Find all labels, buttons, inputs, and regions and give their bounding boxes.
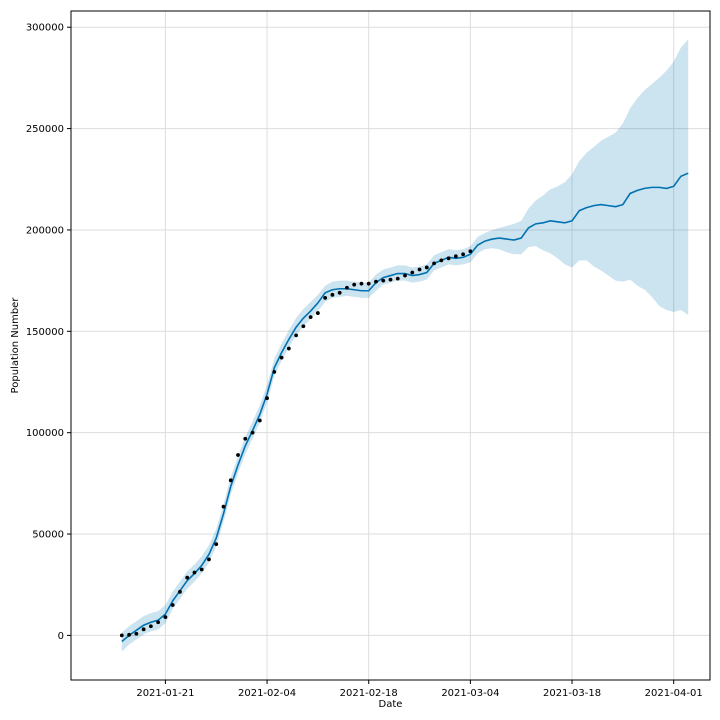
observed-point xyxy=(374,279,378,284)
plot-frame xyxy=(70,10,711,681)
y-axis-label: Population Number xyxy=(10,297,21,394)
uncertainty-band xyxy=(121,39,689,652)
observed-point xyxy=(192,570,197,575)
observed-point xyxy=(279,355,284,360)
observed-point xyxy=(388,277,393,282)
observed-point xyxy=(119,633,124,638)
forecast-line-group xyxy=(121,172,689,643)
observed-point xyxy=(301,324,306,329)
observed-point xyxy=(148,624,153,629)
y-tick-label: 0 xyxy=(58,631,64,642)
observed-point xyxy=(453,254,458,259)
observed-point xyxy=(439,258,444,263)
observed-point xyxy=(417,267,422,272)
observed-point xyxy=(381,278,386,283)
observed-point xyxy=(395,276,400,281)
observed-point xyxy=(221,504,226,509)
observed-point xyxy=(250,430,255,435)
observed-point xyxy=(403,273,407,278)
observed-point xyxy=(294,333,299,338)
y-tick-label: 250000 xyxy=(26,124,64,135)
observed-point xyxy=(199,567,204,572)
x-tick-label: 2021-03-04 xyxy=(441,688,499,699)
observed-point xyxy=(461,252,466,257)
observed-point xyxy=(359,281,364,286)
observed-point xyxy=(323,295,328,300)
observed-point xyxy=(410,270,415,275)
y-axis-ticks: 0 50000 100000 150000 200000 250000 300000 xyxy=(26,23,71,642)
observed-point xyxy=(156,620,161,625)
observed-point xyxy=(446,256,451,261)
forecast-line xyxy=(121,172,689,643)
observed-point xyxy=(163,615,168,620)
observed-point xyxy=(134,631,139,636)
observed-points-group xyxy=(119,249,473,638)
observed-point xyxy=(243,436,248,441)
uncertainty-band-group xyxy=(121,39,689,652)
observed-point xyxy=(207,557,211,562)
observed-point xyxy=(352,282,357,287)
y-tick-label: 300000 xyxy=(26,23,64,34)
x-tick-label: 2021-01-21 xyxy=(136,688,194,699)
observed-point xyxy=(257,418,262,423)
observed-point xyxy=(265,396,269,401)
observed-point xyxy=(228,478,233,483)
observed-point xyxy=(214,542,219,547)
grid-lines xyxy=(71,11,710,680)
observed-point xyxy=(141,627,146,632)
observed-point xyxy=(345,285,349,290)
observed-point xyxy=(337,290,342,295)
x-tick-label: 2021-04-01 xyxy=(645,688,703,699)
observed-point xyxy=(286,346,291,351)
observed-point xyxy=(170,603,175,607)
observed-point xyxy=(432,261,436,266)
x-tick-label: 2021-02-04 xyxy=(238,688,296,699)
x-axis-label: Date xyxy=(379,699,403,710)
x-tick-label: 2021-03-18 xyxy=(543,688,601,699)
observed-point xyxy=(236,453,240,457)
observed-point xyxy=(468,249,473,254)
observed-point xyxy=(366,281,371,286)
x-axis-ticks: 2021-01-21 2021-02-04 2021-02-18 2021-03-04… xyxy=(136,680,703,699)
y-tick-label: 200000 xyxy=(26,225,64,236)
observed-point xyxy=(424,265,429,270)
y-tick-label: 100000 xyxy=(26,428,64,439)
observed-point xyxy=(272,369,277,374)
y-tick-label: 150000 xyxy=(26,327,64,338)
observed-point xyxy=(315,311,320,315)
observed-point xyxy=(330,292,335,297)
observed-point xyxy=(178,589,182,594)
x-tick-label: 2021-02-18 xyxy=(340,688,398,699)
observed-point xyxy=(127,632,131,637)
observed-point xyxy=(185,575,190,580)
y-tick-label: 50000 xyxy=(32,530,64,541)
observed-point xyxy=(308,315,313,320)
